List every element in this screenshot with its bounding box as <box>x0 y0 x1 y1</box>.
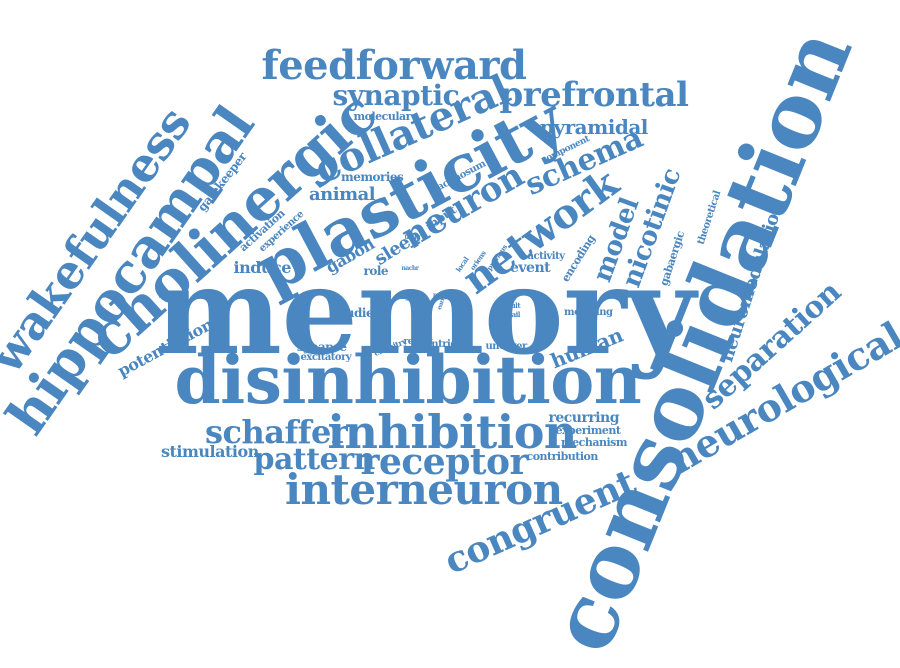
word-uncover: uncover <box>485 341 528 352</box>
word-feedforward: feedforward <box>261 42 527 89</box>
word-animal: animal <box>309 184 376 205</box>
word-schaffer: schaffer <box>205 413 348 451</box>
word-nachr: nachr <box>401 265 419 272</box>
word-stimulation: stimulation <box>161 442 259 461</box>
word-stage: stage <box>394 291 414 301</box>
word-recent: recent <box>403 336 434 347</box>
word-receptor: receptor <box>360 441 529 483</box>
word-recurring: recurring <box>548 410 620 426</box>
word-molecular: molecular <box>353 109 412 123</box>
word-intricate: intricate <box>428 339 472 350</box>
word-interneuron: interneuron <box>285 465 563 514</box>
word-role: role <box>363 264 389 278</box>
word-contribution: contribution <box>526 449 599 463</box>
word-induce: induce <box>233 258 292 277</box>
word-experiment: experiment <box>555 423 621 437</box>
word-thing: thing <box>404 234 421 241</box>
word-pattern: pattern <box>253 442 376 477</box>
word-event: event <box>510 260 551 276</box>
word-prefrontal: prefrontal <box>499 75 689 115</box>
word-result: result <box>500 300 521 310</box>
word-memory: memory <box>155 241 696 382</box>
word-nach: nach <box>433 292 448 299</box>
word-studies: studies <box>334 306 380 320</box>
word-detail: detail <box>500 309 521 319</box>
word-inhibition: inhibition <box>327 405 578 459</box>
word-pyramidal: pyramidal <box>540 115 648 139</box>
word-disinhibition: disinhibition <box>174 341 642 419</box>
word-synapse: synapse <box>297 340 347 354</box>
word-synaptic: synaptic <box>332 79 460 112</box>
word-activity: activity <box>527 251 566 262</box>
word-mechanism: mechanism <box>561 435 627 449</box>
word-excitatory: excitatory <box>300 352 352 363</box>
word-memories: memories <box>341 170 404 184</box>
word-modeling: modeling <box>564 307 613 318</box>
